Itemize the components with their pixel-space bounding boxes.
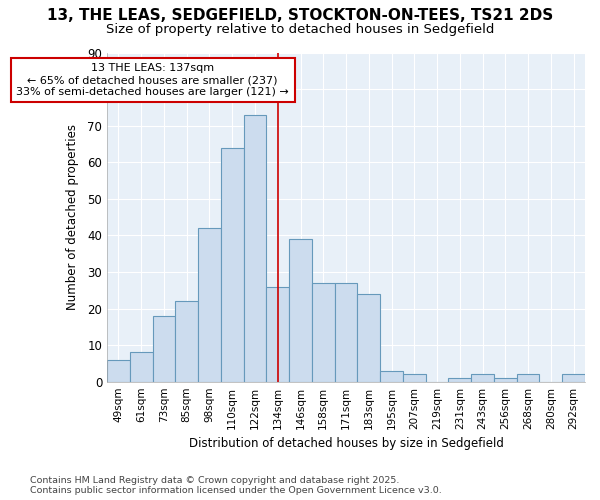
Bar [448,378,471,382]
Bar [289,239,312,382]
Bar [107,360,130,382]
Bar [175,301,198,382]
Bar [380,370,403,382]
Bar [198,228,221,382]
Bar [494,378,517,382]
Bar [244,114,266,382]
Bar [221,148,244,382]
Y-axis label: Number of detached properties: Number of detached properties [66,124,79,310]
Bar [562,374,585,382]
Bar [266,286,289,382]
Bar [152,316,175,382]
X-axis label: Distribution of detached houses by size in Sedgefield: Distribution of detached houses by size … [188,437,503,450]
Bar [335,283,358,382]
Text: 13 THE LEAS: 137sqm
← 65% of detached houses are smaller (237)
33% of semi-detac: 13 THE LEAS: 137sqm ← 65% of detached ho… [16,64,289,96]
Text: 13, THE LEAS, SEDGEFIELD, STOCKTON-ON-TEES, TS21 2DS: 13, THE LEAS, SEDGEFIELD, STOCKTON-ON-TE… [47,8,553,22]
Bar [358,294,380,382]
Bar [403,374,425,382]
Bar [130,352,152,382]
Text: Contains HM Land Registry data © Crown copyright and database right 2025.
Contai: Contains HM Land Registry data © Crown c… [30,476,442,495]
Text: Size of property relative to detached houses in Sedgefield: Size of property relative to detached ho… [106,22,494,36]
Bar [312,283,335,382]
Bar [517,374,539,382]
Bar [471,374,494,382]
